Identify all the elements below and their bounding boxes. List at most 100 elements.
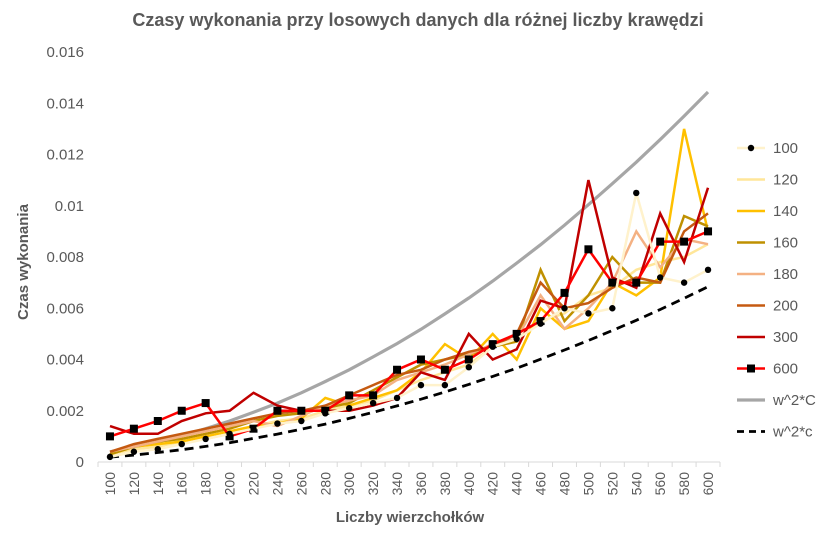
y-axis-ticks: 0 0.002 0.004 0.006 0.008 0.01 0.012 0.014 0.016 — [46, 44, 84, 471]
x-tick-label: 460 — [533, 472, 549, 496]
series-600-point — [416, 355, 425, 364]
series-600-point — [680, 237, 689, 246]
legend-label: 160 — [773, 235, 798, 252]
y-axis-title: Czas wykonania — [15, 203, 32, 320]
x-tick-label: 120 — [126, 472, 142, 496]
y-tick-label: 0.012 — [46, 147, 84, 164]
x-tick-label: 100 — [102, 472, 118, 496]
series-600-point — [632, 278, 641, 287]
series-600-point — [656, 237, 665, 246]
legend-w-2-C: w^2*C — [737, 392, 816, 409]
series-100-point — [250, 425, 257, 432]
legend-label: 140 — [773, 203, 798, 220]
series-600-point — [105, 432, 114, 441]
series-100-point — [513, 335, 520, 343]
y-tick-label: 0.016 — [46, 44, 84, 61]
x-tick-label: 280 — [317, 472, 333, 496]
x-tick-label: 200 — [222, 472, 238, 496]
series-600-point — [608, 278, 617, 287]
x-axis: 100 120 140 160 180 200 220 240 260 280 300 320 340 3… — [97, 461, 721, 496]
x-tick-label: 480 — [557, 472, 573, 496]
x-tick-label: 600 — [700, 472, 716, 496]
x-tick-label: 300 — [341, 472, 357, 496]
x-tick-label: 400 — [461, 472, 477, 496]
y-tick-label: 0 — [76, 454, 84, 471]
series-100-point — [106, 453, 114, 461]
series-600-point — [297, 406, 306, 415]
series-600-point — [512, 329, 521, 338]
y-tick-label: 0.004 — [46, 352, 84, 369]
x-tick-label: 560 — [652, 472, 668, 496]
legend-120: 120 — [737, 172, 798, 189]
series-100-point — [537, 320, 544, 327]
series-600-point — [345, 391, 354, 400]
x-tick-label: 140 — [150, 472, 166, 496]
legend-label: 600 — [773, 361, 798, 378]
series-100-point — [561, 305, 568, 312]
series-100-point — [274, 420, 281, 427]
series-100-point — [202, 435, 209, 443]
legend-140: 140 — [737, 203, 798, 220]
x-tick-label: 180 — [198, 472, 214, 496]
series-100-point — [393, 394, 401, 402]
legend-200: 200 — [737, 298, 798, 315]
series-100-point — [417, 381, 425, 389]
y-tick-label: 0.002 — [46, 403, 84, 420]
series-100-point — [465, 363, 473, 371]
x-tick-label: 440 — [509, 472, 525, 496]
x-tick-label: 540 — [628, 472, 644, 496]
series-600-point — [584, 245, 593, 254]
legend-marker — [747, 144, 755, 152]
x-tick-label: 260 — [293, 472, 309, 496]
y-tick-label: 0.006 — [46, 300, 84, 317]
series-180-line — [109, 228, 709, 454]
series-100-point — [130, 448, 138, 455]
series-200-line — [109, 212, 709, 453]
legend-marker — [747, 364, 755, 373]
series-w-2-c-line — [109, 285, 709, 459]
series-300-line — [109, 179, 710, 436]
legend-160: 160 — [737, 235, 798, 252]
series-600-point — [129, 424, 138, 433]
legend-w-2-c: w^2*c — [737, 424, 813, 441]
series-600-point — [201, 399, 210, 408]
series-600-point — [369, 391, 378, 400]
series-100-point — [680, 279, 688, 286]
series-600-point — [704, 227, 713, 236]
legend-label: 100 — [773, 140, 798, 157]
series-600-line — [109, 230, 709, 438]
legend-label: 120 — [773, 172, 798, 189]
series-100-point — [633, 189, 640, 197]
x-tick-label: 240 — [269, 472, 285, 496]
series-100-point — [322, 410, 329, 417]
series-600-point — [560, 288, 569, 297]
series-100-point — [609, 305, 616, 312]
series-600-point — [177, 406, 186, 415]
x-tick-label: 420 — [485, 472, 501, 496]
x-tick-label: 320 — [365, 472, 381, 496]
x-tick-label: 160 — [174, 472, 190, 496]
y-tick-label: 0.008 — [46, 249, 84, 266]
x-tick-label: 380 — [437, 472, 453, 496]
series-600-point — [273, 406, 282, 415]
series-600-point — [153, 417, 162, 425]
legend-label: 180 — [773, 266, 798, 283]
x-tick-label: 580 — [676, 472, 692, 496]
series-100-point — [298, 417, 305, 425]
legend-600: 600 — [737, 361, 798, 378]
series-100-point — [585, 310, 592, 317]
x-tick-label: 520 — [604, 472, 620, 496]
series-100-point — [154, 445, 162, 453]
series-600-point — [440, 365, 449, 374]
legend-label: 200 — [773, 298, 798, 315]
series-100-line — [109, 192, 709, 459]
legend: 100 120 140 160 180 200 300 600 w^2*C w^2*c — [737, 140, 816, 441]
x-axis-title: Liczby wierzchołków — [336, 509, 485, 526]
legend-100: 100 — [737, 140, 798, 157]
y-tick-label: 0.014 — [46, 95, 84, 112]
legend-label: 300 — [773, 329, 798, 346]
series-100-point — [489, 343, 496, 350]
y-tick-label: 0.01 — [55, 198, 84, 215]
